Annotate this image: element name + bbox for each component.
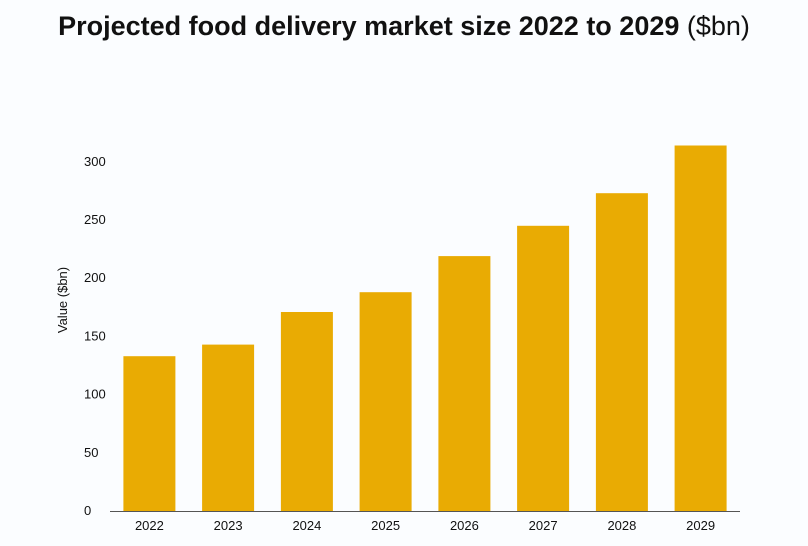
bars-group: [123, 145, 727, 512]
x-tick-label-2022: 2022: [135, 518, 164, 533]
y-tick-label-300: 300: [84, 154, 106, 169]
bar-2026: [438, 256, 491, 511]
bar-2027: [517, 225, 570, 512]
bar-2028: [595, 193, 648, 511]
y-tick-label-200: 200: [84, 270, 106, 285]
chart-title-text: Projected food delivery market size 2022…: [58, 11, 680, 41]
x-tick-label-2023: 2023: [214, 518, 243, 533]
bar-2029: [674, 145, 727, 511]
bar-2024: [280, 312, 333, 511]
x-tick-label-2027: 2027: [529, 518, 558, 533]
y-tick-label-0: 0: [84, 503, 91, 518]
x-tick-label-2029: 2029: [686, 518, 715, 533]
bar-2025: [359, 292, 412, 511]
x-tick-label-2028: 2028: [607, 518, 636, 533]
x-tick-label-2025: 2025: [371, 518, 400, 533]
y-tick-label-100: 100: [84, 387, 106, 402]
y-tick-label-250: 250: [84, 212, 106, 227]
y-tick-label-150: 150: [84, 328, 106, 343]
y-tick-label-50: 50: [84, 445, 98, 460]
bar-2022: [123, 356, 176, 511]
x-tick-label-2024: 2024: [292, 518, 321, 533]
y-axis-ticks: 0 50 100 150 200 250 300: [84, 154, 106, 518]
x-axis-ticks: 2022 2023 2024 2025 2026 2027 2028 2029: [135, 518, 715, 533]
y-axis-title: Value ($bn): [55, 267, 70, 333]
chart-title-unit: ($bn): [686, 11, 750, 41]
x-tick-label-2026: 2026: [450, 518, 479, 533]
chart-title: Projected food delivery market size 2022…: [0, 10, 808, 42]
bar-2023: [202, 344, 255, 511]
